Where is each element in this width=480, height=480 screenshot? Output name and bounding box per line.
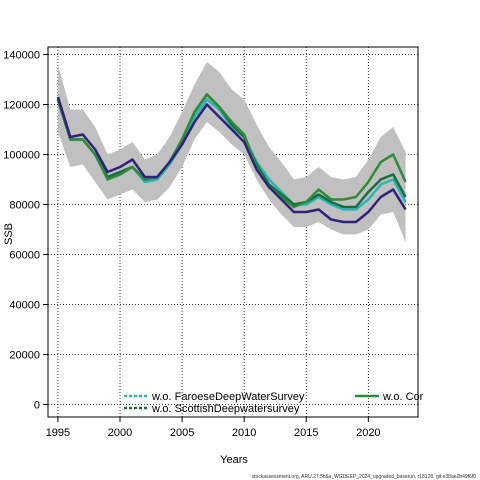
legend: w.o. FaroeseDeepWaterSurvey w.o. Scottis… bbox=[124, 391, 424, 415]
x-axis-label: Years bbox=[220, 454, 248, 466]
x-tick-label: 2000 bbox=[108, 427, 132, 439]
legend-label-scottish: w.o. ScottishDeepwatersurvey bbox=[151, 403, 300, 415]
x-tick-label: 1995 bbox=[46, 427, 70, 439]
series-line-w-o-cor bbox=[56, 93, 407, 209]
footer-source: stockassessment.org, ARU.27.5b6a_WGDEEP_… bbox=[252, 474, 477, 480]
x-tick-label: 2005 bbox=[170, 427, 194, 439]
series-lines bbox=[56, 93, 407, 224]
series-line-base bbox=[56, 96, 407, 224]
series-line-w-o-scottishdeepwatersurvey bbox=[56, 93, 407, 209]
legend-label-faroese: w.o. FaroeseDeepWaterSurvey bbox=[151, 391, 305, 403]
legend-label-cor: w.o. Cor bbox=[382, 391, 424, 403]
y-tick-label: 120000 bbox=[3, 100, 40, 112]
y-tick-label: 40000 bbox=[9, 300, 40, 312]
y-tick-label: 0 bbox=[34, 400, 40, 412]
y-axis-ticks: 0 20000 40000 60000 80000 100000 120000 140000 bbox=[3, 50, 48, 412]
x-axis-ticks: 1995 2000 2005 2010 2015 2020 bbox=[46, 417, 381, 439]
x-tick-label: 2015 bbox=[294, 427, 318, 439]
y-tick-label: 60000 bbox=[9, 250, 40, 262]
y-tick-label: 80000 bbox=[9, 200, 40, 212]
y-tick-label: 20000 bbox=[9, 350, 40, 362]
y-tick-label: 100000 bbox=[3, 150, 40, 162]
y-tick-label: 140000 bbox=[3, 50, 40, 62]
x-tick-label: 2010 bbox=[232, 427, 256, 439]
y-axis-label: SSB bbox=[3, 223, 15, 245]
plot-frame bbox=[47, 46, 419, 418]
x-tick-label: 2020 bbox=[356, 427, 380, 439]
